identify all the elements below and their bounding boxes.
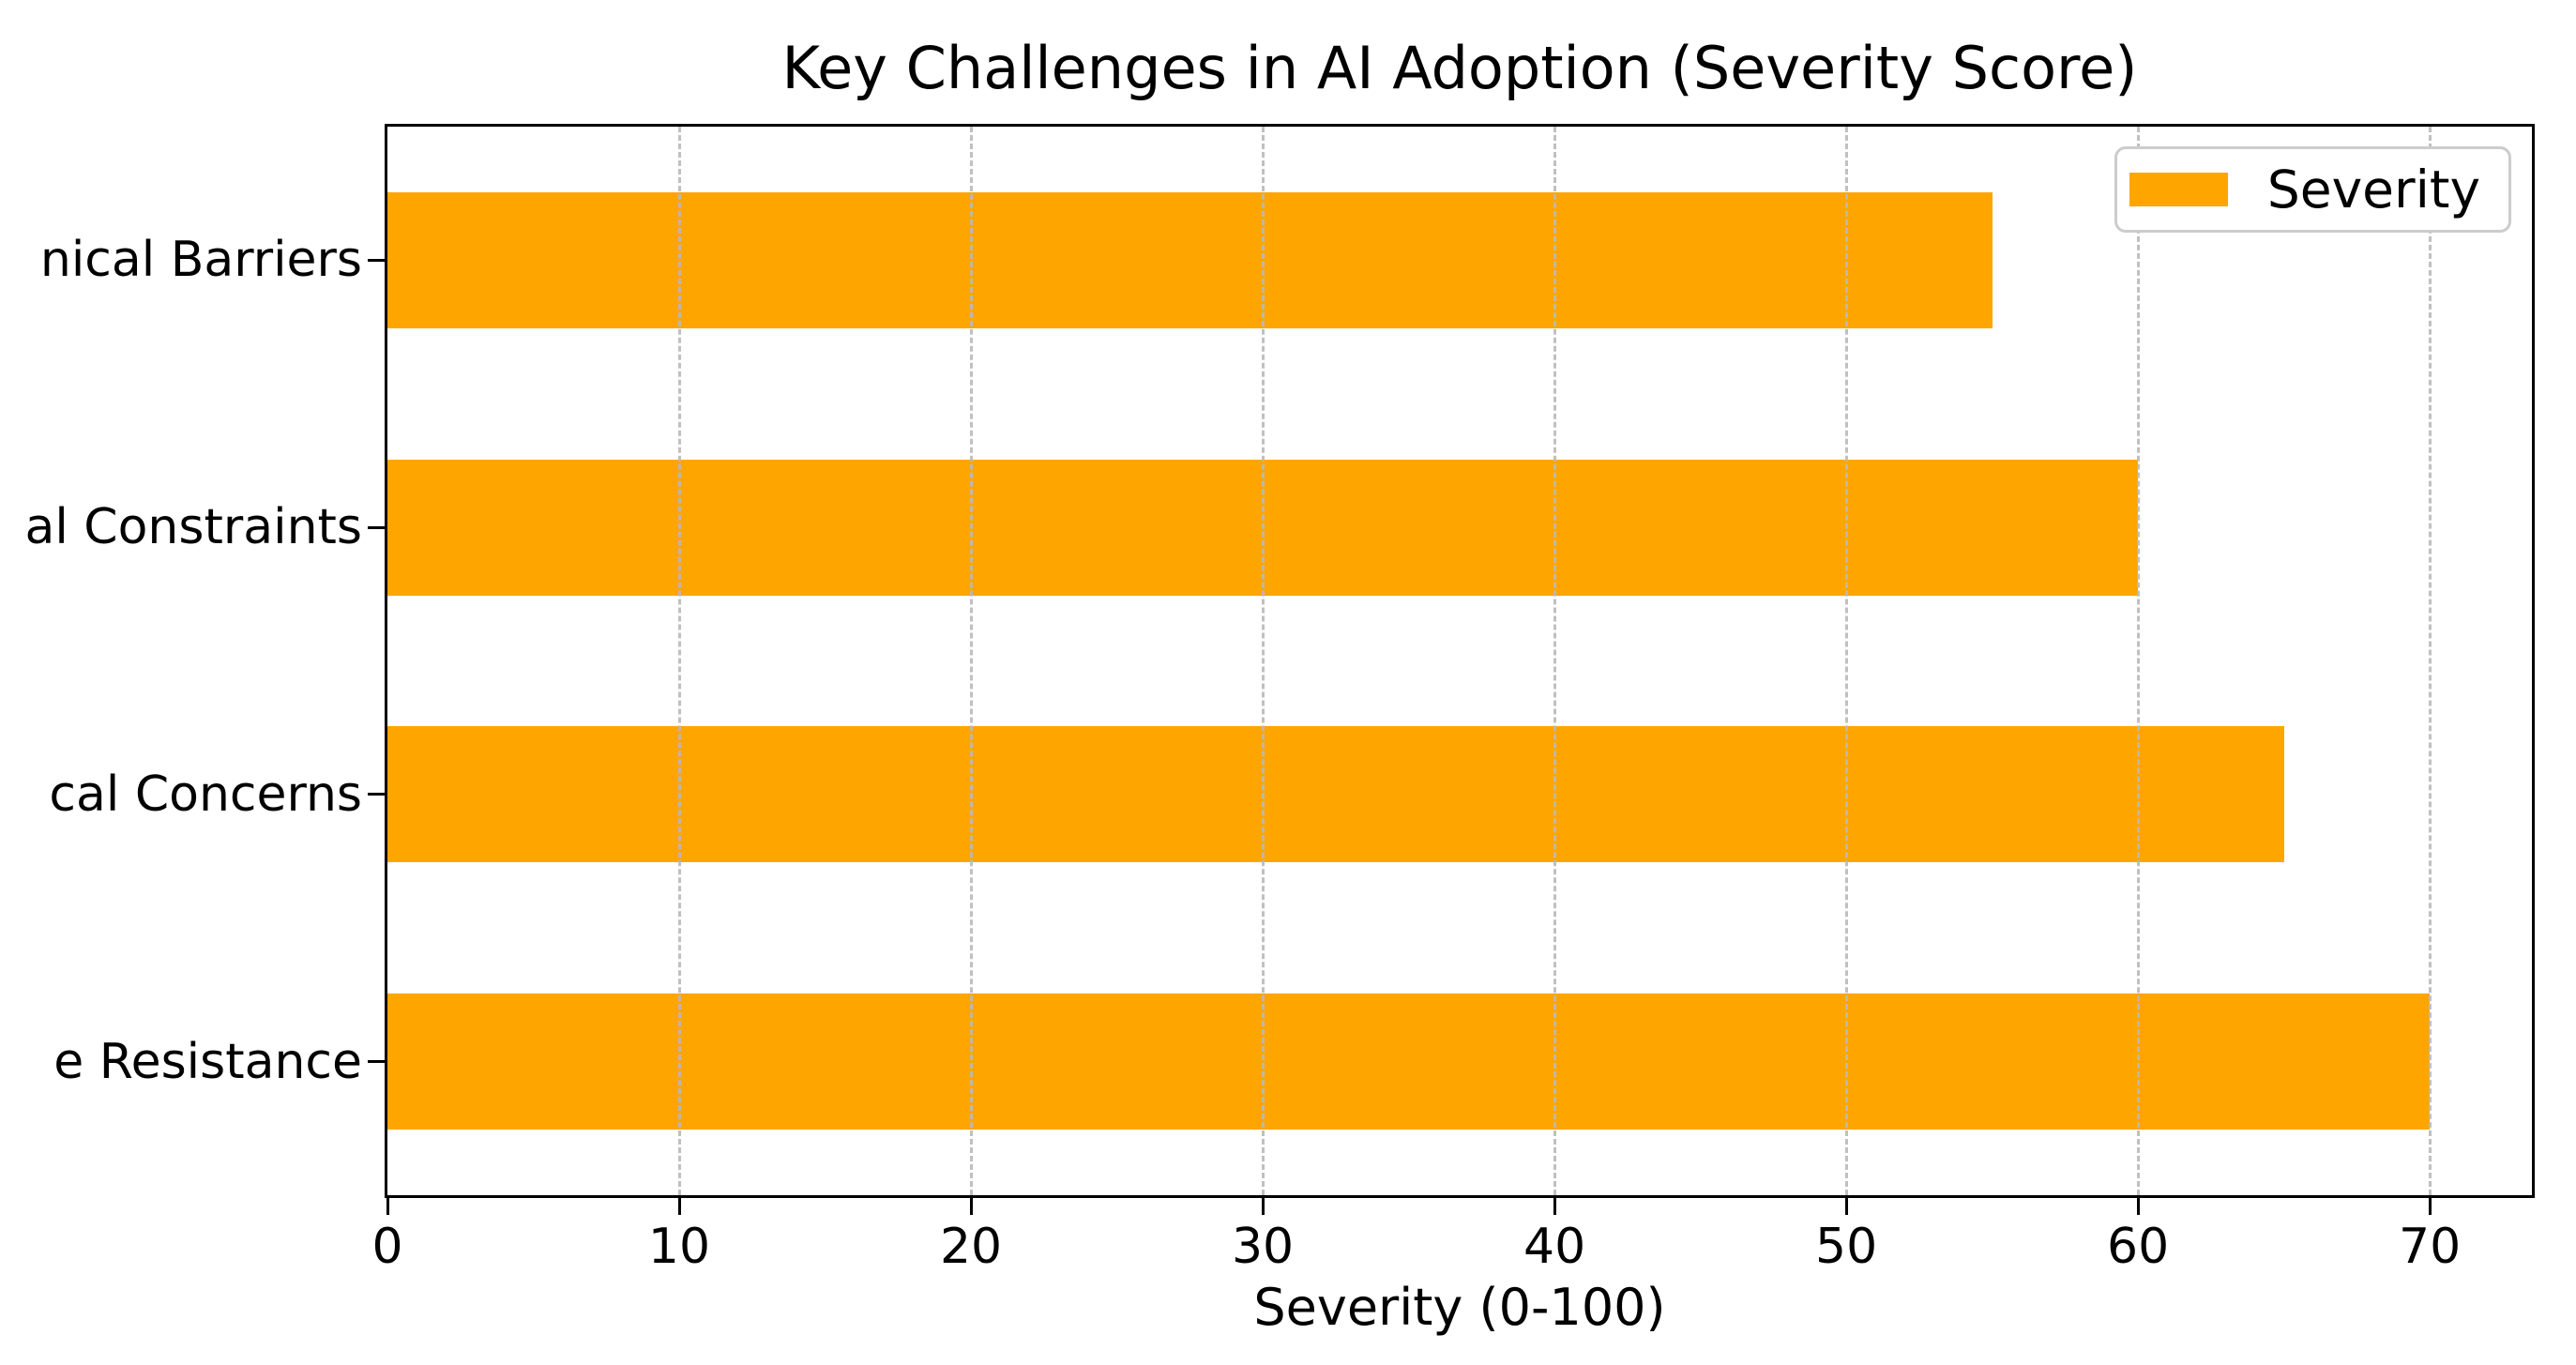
x-tick-mark-0 bbox=[386, 1198, 389, 1215]
gridline-x-70 bbox=[2428, 127, 2432, 1195]
y-tick-label-4: e Resistance bbox=[53, 1033, 362, 1090]
gridline-x-10 bbox=[677, 127, 681, 1195]
y-tick-mark-1 bbox=[368, 258, 385, 262]
bar-4 bbox=[387, 993, 2431, 1130]
gridline-x-60 bbox=[2136, 127, 2140, 1195]
gridline-x-40 bbox=[1553, 127, 1556, 1195]
bar-3 bbox=[387, 726, 2284, 863]
x-tick-label-20: 20 bbox=[939, 1219, 1003, 1275]
x-tick-label-60: 60 bbox=[2107, 1219, 2170, 1275]
bar-1 bbox=[387, 191, 1993, 328]
x-tick-label-0: 0 bbox=[371, 1219, 403, 1275]
y-tick-label-1: nical Barriers bbox=[39, 232, 362, 289]
x-tick-label-50: 50 bbox=[1815, 1219, 1878, 1275]
x-tick-mark-30 bbox=[1261, 1198, 1265, 1215]
x-tick-mark-70 bbox=[2428, 1198, 2432, 1215]
legend-swatch-icon bbox=[2129, 173, 2228, 206]
y-tick-label-3: cal Concerns bbox=[49, 766, 362, 823]
x-tick-label-70: 70 bbox=[2399, 1219, 2462, 1275]
y-tick-mark-3 bbox=[368, 793, 385, 796]
x-tick-label-40: 40 bbox=[1523, 1219, 1586, 1275]
gridline-x-20 bbox=[969, 127, 973, 1195]
x-tick-mark-50 bbox=[1844, 1198, 1848, 1215]
gridline-x-30 bbox=[1261, 127, 1265, 1195]
x-tick-mark-60 bbox=[2136, 1198, 2140, 1215]
x-tick-mark-10 bbox=[677, 1198, 681, 1215]
chart-title: Key Challenges in AI Adoption (Severity … bbox=[781, 34, 2138, 102]
legend: Severity bbox=[2114, 146, 2511, 233]
x-tick-mark-40 bbox=[1553, 1198, 1556, 1215]
plot-area: Severity bbox=[385, 124, 2535, 1198]
x-tick-mark-20 bbox=[969, 1198, 973, 1215]
y-tick-label-2: al Constraints bbox=[24, 499, 362, 556]
y-tick-mark-4 bbox=[368, 1060, 385, 1064]
x-axis-label: Severity (0-100) bbox=[1253, 1278, 1666, 1337]
x-tick-label-30: 30 bbox=[1231, 1219, 1295, 1275]
y-tick-mark-2 bbox=[368, 525, 385, 529]
x-tick-label-10: 10 bbox=[647, 1219, 711, 1275]
legend-label: Severity bbox=[2266, 159, 2480, 220]
gridline-x-50 bbox=[1844, 127, 1848, 1195]
